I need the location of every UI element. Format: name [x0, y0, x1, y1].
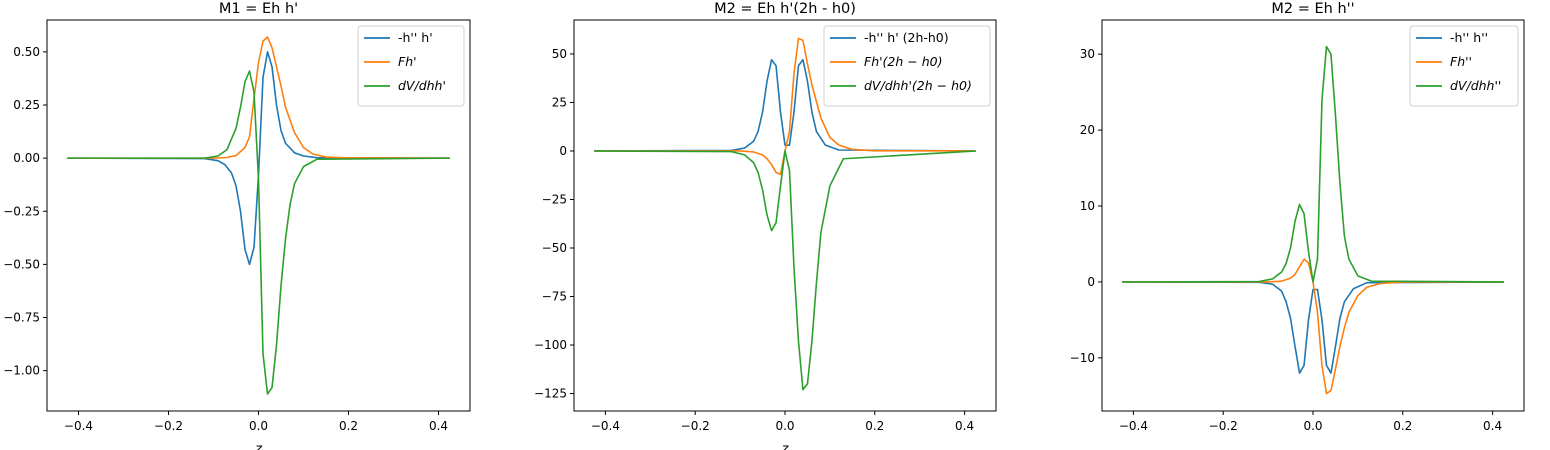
- legend-label: -h'' h'': [1450, 30, 1488, 45]
- legend-label: dV/dhh': [398, 78, 446, 93]
- legend-label: Fh': [398, 54, 417, 69]
- y-tick-label: 20: [1080, 123, 1095, 137]
- y-tick-label: 0.50: [13, 45, 40, 59]
- legend-label: -h'' h': [398, 30, 433, 45]
- x-axis-label: z: [254, 442, 263, 450]
- x-tick-label: −0.2: [154, 419, 183, 433]
- series-line-1: [594, 58, 976, 152]
- y-tick-label: 25: [552, 95, 567, 109]
- x-tick-label: −0.4: [64, 419, 93, 433]
- series-line-2: [1122, 258, 1504, 395]
- y-tick-label: 0.00: [13, 151, 40, 165]
- legend-label: Fh'(2h − h0): [864, 54, 942, 69]
- x-tick-label: −0.4: [1119, 419, 1148, 433]
- x-tick-label: −0.2: [1209, 419, 1238, 433]
- y-tick-label: −50: [542, 241, 567, 255]
- legend-label: Fh'': [1450, 54, 1472, 69]
- x-tick-label: 0.4: [955, 419, 974, 433]
- y-tick-label: −75: [542, 290, 567, 304]
- y-tick-label: −0.75: [3, 311, 40, 325]
- chart-title: M2 = Eh h'(2h - h0): [714, 1, 856, 17]
- chart-title: M2 = Eh h'': [1271, 1, 1354, 17]
- legend-label: dV/dhh'(2h − h0): [864, 78, 972, 93]
- x-tick-label: 0.4: [1483, 419, 1502, 433]
- y-tick-label: −10: [1070, 351, 1095, 365]
- y-tick-label: −125: [534, 387, 567, 401]
- legend-label: -h'' h' (2h-h0): [864, 30, 949, 45]
- chart-panel-1: −0.4 −0.2 0.0 0.2 0.4 0.50 0.25 0.00 −0.25 −0.50 −…: [3, 1, 471, 450]
- x-tick-label: 0.4: [429, 419, 448, 433]
- chart-title: M1 = Eh h': [219, 1, 298, 17]
- x-tick-label: 0.2: [339, 419, 358, 433]
- y-tick-label: −25: [542, 192, 567, 206]
- legend: -h'' h'' Fh'' dV/dhh'': [1409, 25, 1519, 107]
- series-line-2: [594, 37, 976, 176]
- series-line-3: [594, 150, 976, 391]
- x-tick-label: −0.2: [681, 419, 710, 433]
- y-tick-label: 50: [552, 47, 567, 61]
- y-tick-label: 0: [1087, 275, 1095, 289]
- y-tick-label: 0.25: [13, 98, 40, 112]
- series-line-3: [67, 70, 450, 395]
- legend: -h'' h' Fh' dV/dhh': [357, 25, 465, 107]
- y-tick-label: −0.50: [3, 257, 40, 271]
- legend-label: dV/dhh'': [1450, 78, 1501, 93]
- chart-panel-2: −0.4 −0.2 0.0 0.2 0.4 50 25 0 −25 −50 −75 −100 −125 M…: [534, 1, 997, 450]
- series-line-2: [67, 36, 450, 159]
- y-tick-label: −0.25: [3, 204, 40, 218]
- x-tick-label: 0.0: [1303, 419, 1322, 433]
- y-tick-label: −1.00: [3, 364, 40, 378]
- y-tick-label: 0: [559, 144, 567, 158]
- y-tick-label: −100: [534, 338, 567, 352]
- x-tick-label: 0.2: [865, 419, 884, 433]
- x-tick-label: −0.4: [591, 419, 620, 433]
- x-tick-label: 0.0: [249, 419, 268, 433]
- x-tick-label: 0.0: [775, 419, 794, 433]
- x-tick-label: 0.2: [1393, 419, 1412, 433]
- legend: -h'' h' (2h-h0) Fh'(2h − h0) dV/dhh'(2h − …: [823, 25, 991, 107]
- series-line-3: [1122, 45, 1504, 283]
- y-tick-label: 30: [1080, 47, 1095, 61]
- chart-panel-3: −0.4 −0.2 0.0 0.2 0.4 30 20 10 0 −10 M2 = Eh h'' -h…: [1070, 1, 1525, 433]
- legend-box: [823, 25, 991, 107]
- series-line-1: [1122, 281, 1504, 374]
- x-axis-label: z: [781, 442, 790, 450]
- y-tick-label: 10: [1080, 199, 1095, 213]
